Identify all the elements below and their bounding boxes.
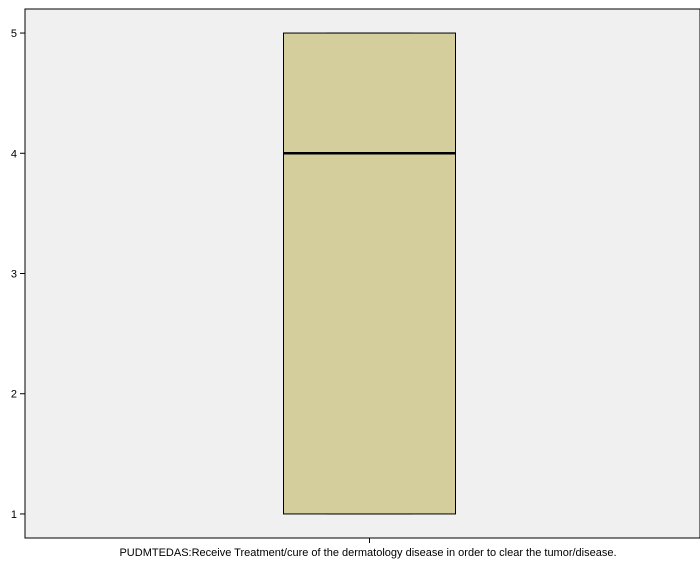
y-axis: 1 2 3 4 5	[11, 28, 25, 521]
y-tick-label-3: 3	[11, 269, 17, 281]
y-tick-label-4: 4	[11, 148, 17, 160]
y-tick-label-5: 5	[11, 28, 17, 40]
y-tick-label-1: 1	[11, 509, 17, 521]
x-axis-label: PUDMTEDAS:Receive Treatment/cure of the …	[119, 547, 616, 559]
box-plot	[283, 32, 456, 515]
iqr-box	[283, 32, 456, 515]
y-tick-label-2: 2	[11, 389, 17, 401]
